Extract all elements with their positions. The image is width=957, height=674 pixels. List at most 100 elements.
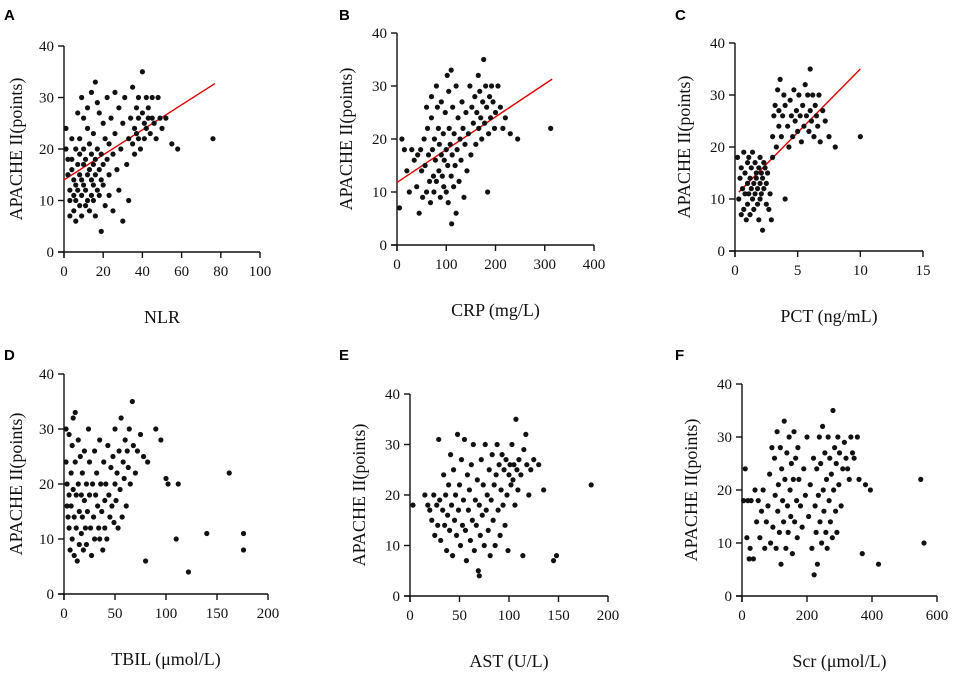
x-tick-label: 150 [547, 608, 570, 624]
data-point [823, 529, 829, 536]
data-point [513, 416, 519, 422]
data-point [454, 147, 460, 153]
data-point [775, 482, 782, 488]
data-point [487, 115, 494, 121]
data-point [462, 141, 468, 147]
data-point [67, 187, 73, 193]
data-point [450, 104, 456, 110]
regression-line [63, 83, 216, 181]
data-point [204, 530, 210, 537]
x-tick-label: 10 [853, 263, 868, 279]
data-point [785, 529, 791, 536]
data-point [818, 460, 824, 467]
data-point [420, 194, 426, 200]
data-point [830, 407, 836, 414]
data-point [790, 476, 796, 482]
data-point [126, 197, 132, 204]
x-tick-label: 15 [916, 263, 931, 279]
data-point [108, 115, 114, 121]
data-point [130, 84, 136, 90]
data-point [100, 182, 106, 188]
data-point [734, 154, 741, 160]
data-point [120, 459, 126, 465]
data-point [72, 459, 78, 465]
data-point [511, 462, 517, 468]
data-point [836, 450, 843, 456]
data-point [130, 442, 136, 449]
y-axis-title: APACHE II(points) [6, 78, 27, 221]
data-point [775, 508, 781, 514]
data-point [66, 492, 72, 498]
data-point [100, 120, 106, 126]
data-point [804, 434, 810, 440]
x-tick-label: 80 [213, 264, 228, 280]
data-point [115, 525, 121, 531]
data-point [862, 482, 869, 488]
data-point [99, 508, 105, 515]
data-point [782, 102, 788, 108]
data-point [63, 459, 69, 465]
data-point [505, 547, 511, 554]
data-point [752, 160, 758, 166]
data-point [459, 99, 465, 105]
data-point [435, 522, 441, 528]
data-point [807, 108, 813, 114]
data-point [796, 476, 802, 482]
data-point [817, 519, 823, 525]
data-point [762, 545, 768, 551]
y-tick-label: 0 [47, 245, 55, 261]
x-tick-label: 600 [926, 608, 949, 624]
data-point [112, 130, 118, 137]
data-point [86, 459, 93, 465]
data-point [483, 83, 489, 89]
data-point [460, 125, 466, 131]
data-point [71, 208, 77, 214]
data-point [859, 551, 865, 557]
data-point [423, 189, 430, 195]
data-point [87, 525, 94, 531]
data-point [826, 498, 832, 504]
data-point [820, 423, 826, 429]
data-point [104, 94, 110, 101]
y-tick-label: 20 [39, 477, 54, 493]
data-point [458, 457, 465, 463]
data-point [64, 481, 70, 487]
data-point [79, 192, 85, 198]
data-point [122, 437, 128, 443]
data-point [169, 141, 175, 147]
data-point [753, 170, 759, 176]
data-point [141, 120, 147, 126]
x-tick-label: 0 [738, 608, 746, 624]
data-point [98, 151, 104, 157]
data-point [456, 178, 462, 184]
panel-letter: A [4, 7, 15, 24]
data-point [507, 462, 513, 468]
data-point [441, 157, 447, 163]
data-point [453, 210, 459, 216]
data-point [104, 536, 110, 542]
data-point [800, 102, 806, 108]
data-point [508, 482, 514, 488]
data-point [464, 472, 471, 478]
data-point [780, 113, 786, 119]
data-point [848, 434, 854, 440]
data-point [124, 448, 130, 454]
y-axis-title: APACHE II(points) [681, 419, 702, 562]
data-point [486, 467, 492, 473]
data-point [840, 466, 846, 472]
x-tick-label: 200 [597, 608, 620, 624]
data-point [140, 453, 147, 460]
data-point [441, 184, 447, 190]
data-point [757, 196, 763, 202]
data-point [758, 508, 765, 514]
data-point [841, 439, 847, 445]
panel-letter: E [339, 347, 349, 364]
data-point [80, 547, 86, 553]
data-point [504, 492, 510, 498]
data-point [479, 512, 485, 518]
data-point [526, 492, 532, 498]
data-point [425, 502, 431, 508]
data-point [79, 177, 85, 183]
data-point [747, 212, 753, 218]
data-point [100, 161, 106, 168]
